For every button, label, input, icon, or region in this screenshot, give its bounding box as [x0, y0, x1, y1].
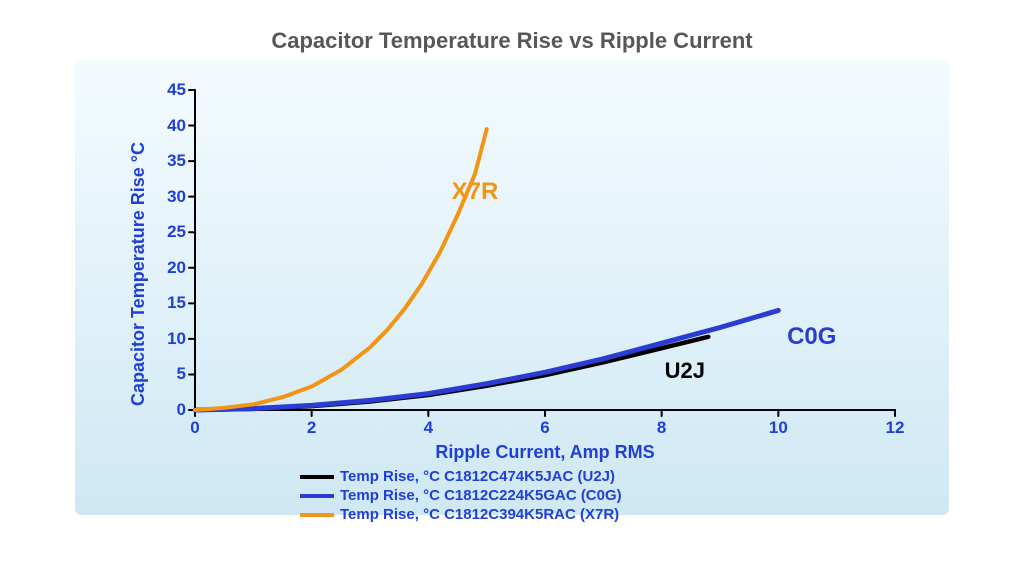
y-tick-label: 40	[167, 116, 186, 136]
legend-item: Temp Rise, °C C1812C224K5GAC (C0G)	[300, 487, 622, 504]
legend-text: Temp Rise, °C C1812C474K5JAC (U2J)	[340, 468, 615, 485]
series-label-u2j: U2J	[665, 358, 705, 384]
y-tick-label: 5	[177, 364, 186, 384]
legend-item: Temp Rise, °C C1812C394K5RAC (X7R)	[300, 506, 622, 523]
legend-text: Temp Rise, °C C1812C224K5GAC (C0G)	[340, 487, 622, 504]
y-tick-label: 25	[167, 222, 186, 242]
legend-item: Temp Rise, °C C1812C474K5JAC (U2J)	[300, 468, 622, 485]
legend-text: Temp Rise, °C C1812C394K5RAC (X7R)	[340, 506, 619, 523]
legend-swatch	[300, 475, 334, 479]
x-tick-label: 12	[885, 418, 905, 438]
x-tick-label: 8	[652, 418, 672, 438]
legend-swatch	[300, 513, 334, 517]
x-tick-label: 0	[185, 418, 205, 438]
x-tick-label: 10	[768, 418, 788, 438]
y-tick-label: 30	[167, 187, 186, 207]
y-tick-label: 35	[167, 151, 186, 171]
x-tick-label: 2	[302, 418, 322, 438]
y-tick-label: 20	[167, 258, 186, 278]
y-tick-label: 15	[167, 293, 186, 313]
series-x7r	[195, 129, 487, 410]
legend: Temp Rise, °C C1812C474K5JAC (U2J) Temp R…	[300, 468, 622, 525]
series-label-x7r: X7R	[452, 178, 499, 206]
chart-frame: Capacitor Temperature Rise vs Ripple Cur…	[0, 0, 1024, 576]
y-tick-label: 0	[177, 400, 186, 420]
x-tick-label: 4	[418, 418, 438, 438]
y-tick-label: 10	[167, 329, 186, 349]
legend-swatch	[300, 494, 334, 498]
x-tick-label: 6	[535, 418, 555, 438]
series-label-c0g: C0G	[787, 323, 836, 351]
y-tick-label: 45	[167, 80, 186, 100]
